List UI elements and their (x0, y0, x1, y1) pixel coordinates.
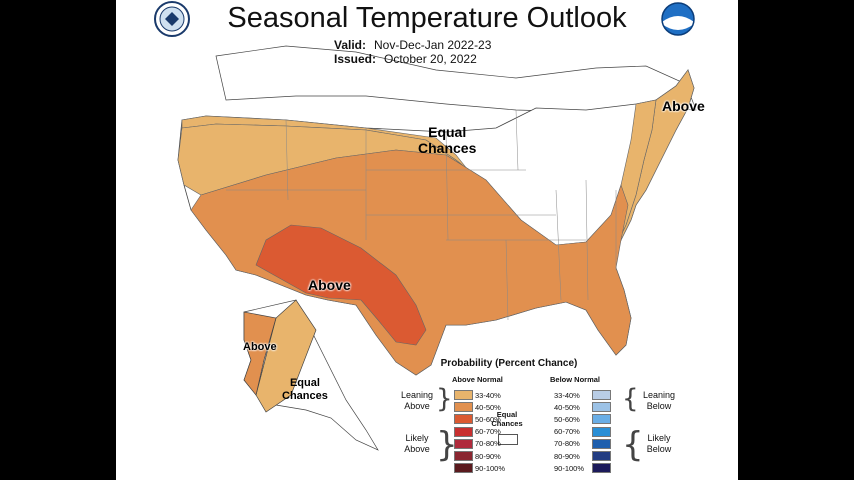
above-bin-label: 60-70% (475, 427, 501, 437)
below-bin-swatch (592, 402, 611, 413)
noaa-logo-icon (661, 2, 695, 36)
likely-below-brace: { (622, 425, 644, 465)
below-bin-label: 33-40% (554, 390, 580, 400)
conus-equal-chances-label: Equal Chances (418, 124, 477, 157)
valid-value: Nov-Dec-Jan 2022-23 (374, 38, 492, 52)
leaning-above-label: Leaning Above (400, 390, 434, 411)
below-bin-swatch (592, 438, 611, 449)
above-normal-heading: Above Normal (452, 375, 503, 384)
valid-line: Valid: Nov-Dec-Jan 2022-23 (334, 38, 491, 52)
below-bin-swatch (592, 414, 611, 425)
above-bin-label: 80-90% (475, 451, 501, 461)
above-bin-label: 50-60% (475, 414, 501, 424)
below-bin-swatch (592, 463, 611, 474)
leaning-below-brace: { (622, 384, 639, 414)
above-bin-swatch (454, 438, 473, 449)
valid-label: Valid: (334, 38, 367, 52)
leaning-above-brace: } (436, 384, 453, 414)
below-bin-label: 50-60% (554, 414, 580, 424)
above-bin-swatch (454, 426, 473, 437)
above-bin-swatch (454, 414, 473, 425)
alaska-equal-chances-label: Equal Chances (282, 377, 328, 402)
above-bin-label: 70-80% (475, 439, 501, 449)
below-normal-heading: Below Normal (550, 375, 601, 384)
above-bin-swatch (454, 402, 473, 413)
below-bin-label: 90-100% (554, 463, 585, 473)
equal-chances-swatch (498, 434, 518, 445)
commerce-seal-icon (154, 1, 190, 37)
above-bin-swatch (454, 451, 473, 461)
below-bin-swatch (592, 390, 611, 400)
page-title: Seasonal Temperature Outlook (227, 2, 627, 34)
below-bin-label: 70-80% (554, 439, 580, 449)
equal-chances-legend-label: Equal Chances (491, 410, 523, 428)
below-bin-swatch (592, 426, 611, 437)
legend-title: Probability (Percent Chance) (440, 358, 578, 369)
leaning-below-label: Leaning Below (642, 390, 676, 411)
us-map (177, 45, 697, 451)
likely-below-label: Likely Below (646, 433, 672, 454)
likely-above-label: Likely Above (404, 433, 430, 454)
above-bin-label: 90-100% (475, 463, 506, 473)
above-band-medium (190, 149, 632, 376)
above-bin-swatch (454, 463, 473, 474)
outlook-panel: Seasonal Temperature Outlook Valid: Nov-D… (116, 0, 738, 480)
alaska-above-label: Above (243, 341, 277, 353)
above-bin-label: 40-50% (475, 402, 501, 412)
probability-legend: Probability (Percent Chance) Above Norma… (396, 358, 675, 474)
conus-above-label: Above (308, 277, 351, 293)
below-bin-label: 60-70% (554, 427, 580, 437)
below-bin-label: 40-50% (554, 402, 580, 412)
above-bin-label: 33-40% (475, 390, 501, 400)
canada-outline (215, 45, 697, 113)
below-bin-label: 80-90% (554, 451, 580, 461)
northeast-above-label: Above (662, 98, 705, 114)
issued-label: Issued: (334, 52, 377, 66)
issued-line: Issued: October 20, 2022 (334, 52, 477, 66)
alaska-outline (243, 299, 379, 451)
above-bin-swatch (454, 390, 473, 400)
state-borders (226, 109, 617, 321)
below-bin-swatch (592, 451, 611, 461)
above-core-dark (255, 224, 427, 346)
issued-value: October 20, 2022 (384, 52, 477, 66)
likely-above-brace: } (436, 425, 458, 465)
